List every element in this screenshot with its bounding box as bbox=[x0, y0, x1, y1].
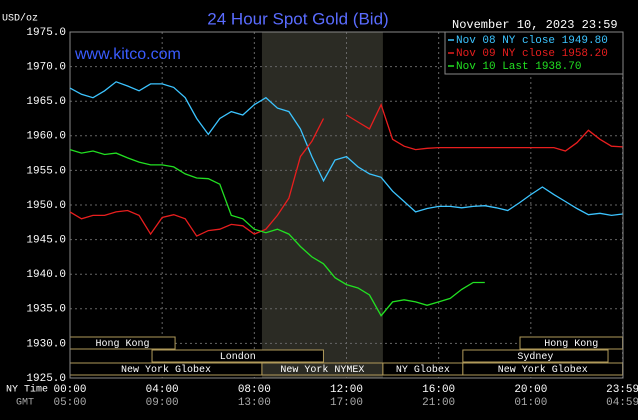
y-tick-label: 1970.0 bbox=[26, 62, 66, 74]
legend-label: Nov 09 NY close 1958.20 bbox=[456, 48, 608, 60]
x-tick-label: 00:00 bbox=[53, 384, 86, 396]
y-tick-label: 1960.0 bbox=[26, 131, 66, 143]
series-line bbox=[69, 81, 623, 217]
y-tick-label: 1940.0 bbox=[26, 269, 66, 281]
y-tick-label: 1975.0 bbox=[26, 27, 66, 39]
x2-tick-label: 09:00 bbox=[146, 397, 179, 409]
session-shade bbox=[261, 32, 383, 378]
session-label: Hong Kong bbox=[544, 339, 598, 350]
website: www.kitco.com bbox=[74, 46, 181, 63]
plot-border bbox=[69, 31, 624, 379]
y-tick-label: 1965.0 bbox=[26, 96, 66, 108]
legend-box bbox=[444, 31, 624, 75]
session-label: London bbox=[220, 351, 256, 363]
x-tick-label: 23:59 bbox=[606, 384, 638, 396]
y-tick-label: 1945.0 bbox=[26, 235, 66, 247]
y-tick-label: 1950.0 bbox=[26, 200, 66, 212]
y-tick-label: 1955.0 bbox=[26, 165, 66, 177]
session-label: New York Globex bbox=[121, 364, 211, 376]
x2-tick-label: 13:00 bbox=[238, 397, 271, 409]
session-label: Sydney bbox=[517, 351, 553, 363]
chart-title: 24 Hour Spot Gold (Bid) bbox=[207, 9, 388, 28]
x2-tick-label: 04:59 bbox=[606, 397, 638, 409]
y-tick-label: 1935.0 bbox=[26, 304, 66, 316]
x-axis-label: NY Time bbox=[6, 384, 48, 396]
session-box bbox=[151, 349, 324, 363]
x2-tick-label: 01:00 bbox=[514, 397, 547, 409]
x-tick-label: 12:00 bbox=[330, 384, 363, 396]
legend-label: Nov 10 Last 1938.70 bbox=[456, 61, 581, 73]
session-label: Hong Kong bbox=[96, 339, 150, 350]
timestamp: November 10, 2023 23:59 bbox=[452, 18, 618, 32]
x2-tick-label: 21:00 bbox=[422, 397, 455, 409]
x-tick-label: 16:00 bbox=[422, 384, 455, 396]
legend-label: Nov 08 NY close 1949.80 bbox=[456, 35, 608, 47]
x2-axis-label: GMT bbox=[16, 398, 34, 409]
x-tick-label: 04:00 bbox=[146, 384, 179, 396]
y-tick-label: 1930.0 bbox=[26, 338, 66, 350]
session-label: NY Globex bbox=[396, 364, 450, 376]
session-label: New York Globex bbox=[498, 364, 588, 376]
x2-tick-label: 17:00 bbox=[330, 397, 363, 409]
series-line bbox=[69, 102, 623, 237]
session-box bbox=[462, 349, 609, 363]
y-tick-label: 1925.0 bbox=[26, 373, 66, 385]
y-axis-label: USD/oz bbox=[2, 13, 38, 25]
x-tick-label: 20:00 bbox=[514, 384, 547, 396]
session-label: New York NYMEX bbox=[280, 364, 364, 376]
x2-tick-label: 05:00 bbox=[53, 397, 86, 409]
x-tick-label: 08:00 bbox=[238, 384, 271, 396]
series-line bbox=[69, 148, 485, 317]
